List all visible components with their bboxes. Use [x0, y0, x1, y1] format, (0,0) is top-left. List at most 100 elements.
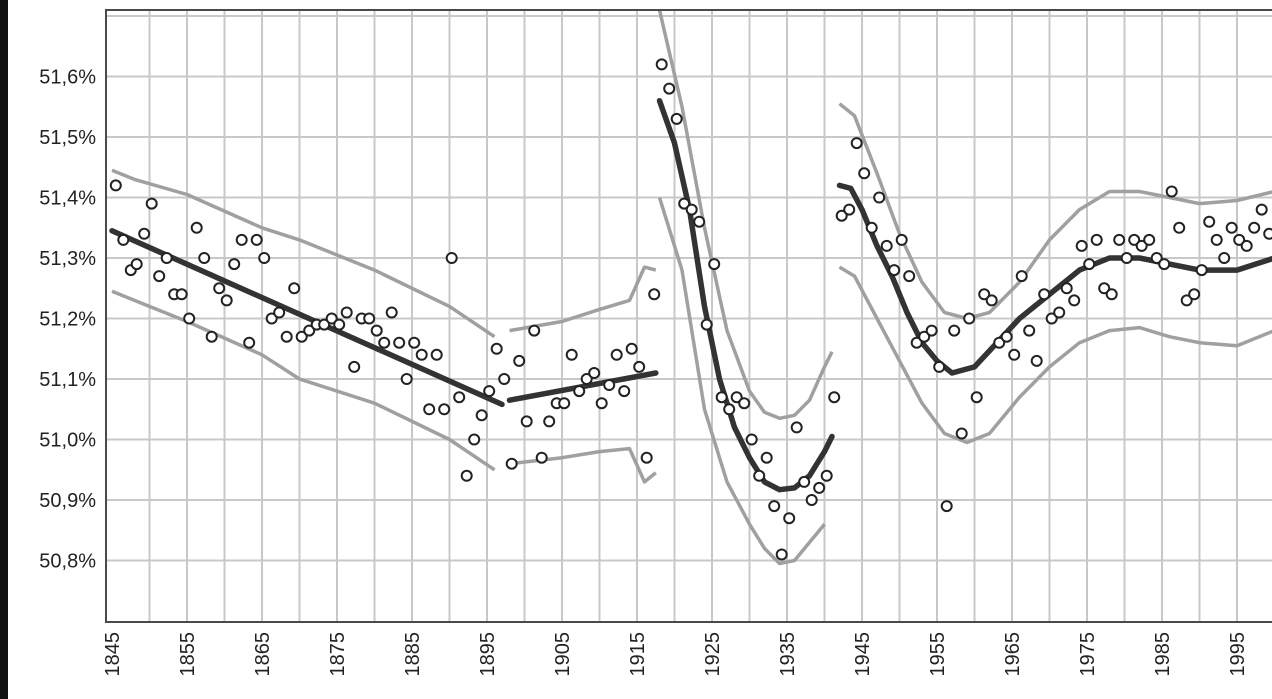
data-point — [910, 336, 923, 349]
data-point — [670, 112, 683, 125]
data-point — [340, 306, 353, 319]
x-axis-tick-labels: 1845 1855 1865 1875 1885 1895 1905 1915 1925 1935… — [102, 632, 1249, 677]
x-tick-label: 1935 — [777, 632, 799, 677]
data-point — [198, 252, 211, 264]
data-point — [1045, 312, 1058, 325]
y-axis-tick-labels: 50,8% 50,9% 51,0% 51,1% 51,2% 51,3% 51,4% 51,5%… — [39, 67, 96, 573]
data-point — [265, 312, 278, 325]
data-point — [700, 318, 713, 331]
data-point — [205, 330, 218, 343]
data-point — [460, 469, 473, 482]
data-point — [228, 258, 241, 271]
x-tick-label: 1855 — [177, 632, 199, 677]
band-lower-line — [657, 196, 826, 566]
data-point — [445, 252, 458, 264]
data-point — [453, 391, 466, 404]
data-point — [1233, 233, 1246, 246]
plot-frame — [105, 9, 1272, 623]
y-tick-label: 51,1% — [39, 369, 96, 391]
x-tick-label: 1975 — [1077, 632, 1099, 677]
data-point — [505, 457, 518, 470]
data-point — [828, 391, 841, 404]
data-point — [370, 324, 383, 337]
data-point — [790, 421, 803, 434]
data-point — [213, 282, 226, 295]
data-point — [970, 391, 983, 404]
data-point — [1023, 324, 1036, 337]
x-tick-label: 1955 — [927, 632, 949, 677]
data-point — [730, 391, 743, 404]
x-tick-label: 1985 — [1152, 632, 1174, 677]
trend-segment — [109, 228, 505, 408]
data-point — [1053, 306, 1066, 319]
data-point — [1218, 252, 1231, 264]
data-point — [1255, 203, 1268, 216]
data-point — [109, 179, 122, 192]
x-tick-label: 1915 — [627, 632, 649, 677]
data-point — [160, 252, 173, 264]
data-point — [468, 433, 481, 446]
data-point — [1135, 239, 1148, 252]
confidence-band — [111, 9, 1272, 566]
data-point — [303, 324, 316, 337]
data-point — [565, 348, 578, 361]
data-point — [1203, 215, 1216, 228]
data-point — [895, 233, 908, 246]
data-point — [1000, 330, 1013, 343]
x-tick-label: 1965 — [1002, 632, 1024, 677]
data-point — [130, 258, 143, 271]
data-point — [295, 330, 308, 343]
data-point — [145, 197, 158, 210]
band-upper-line — [509, 265, 657, 333]
data-point — [865, 221, 878, 234]
data-point — [1075, 239, 1088, 252]
data-point — [723, 403, 736, 416]
data-point — [610, 348, 623, 361]
data-point — [1098, 282, 1111, 295]
data-point — [1225, 221, 1238, 234]
data-point — [813, 481, 826, 494]
data-point — [1188, 288, 1201, 301]
y-tick-label: 51,5% — [39, 127, 96, 149]
data-point — [580, 373, 593, 385]
data-point — [798, 475, 811, 488]
x-tick-label: 1885 — [402, 632, 424, 677]
data-point — [843, 203, 856, 216]
data-point — [385, 306, 398, 319]
data-point — [1150, 252, 1163, 264]
data-point — [625, 342, 638, 355]
data-points — [109, 58, 1272, 561]
data-point — [153, 270, 166, 283]
data-point — [1128, 233, 1141, 246]
data-point — [535, 451, 548, 464]
data-point — [1210, 233, 1223, 246]
data-point — [693, 215, 706, 228]
left-edge-bar — [0, 0, 8, 699]
data-point — [948, 324, 961, 337]
data-point — [903, 270, 916, 283]
data-point — [513, 354, 526, 367]
data-point — [235, 233, 248, 246]
data-point — [558, 397, 571, 410]
y-tick-label: 51,4% — [39, 188, 96, 210]
x-tick-label: 1895 — [477, 632, 499, 677]
data-point — [640, 451, 653, 464]
data-point — [1030, 354, 1043, 367]
data-point — [850, 137, 863, 150]
data-point — [498, 373, 511, 385]
band-upper-line — [111, 168, 496, 339]
data-point — [423, 403, 436, 416]
data-point — [415, 348, 428, 361]
data-point — [408, 336, 421, 349]
data-point — [1143, 233, 1156, 246]
x-tick-label: 1845 — [102, 632, 124, 677]
data-point — [738, 397, 751, 410]
data-point — [588, 367, 601, 379]
data-point — [528, 324, 541, 337]
data-point — [117, 233, 130, 246]
data-point — [393, 336, 406, 349]
y-tick-label: 51,2% — [39, 309, 96, 331]
y-tick-label: 50,9% — [39, 490, 96, 512]
data-point — [243, 336, 256, 349]
data-point — [820, 469, 833, 482]
